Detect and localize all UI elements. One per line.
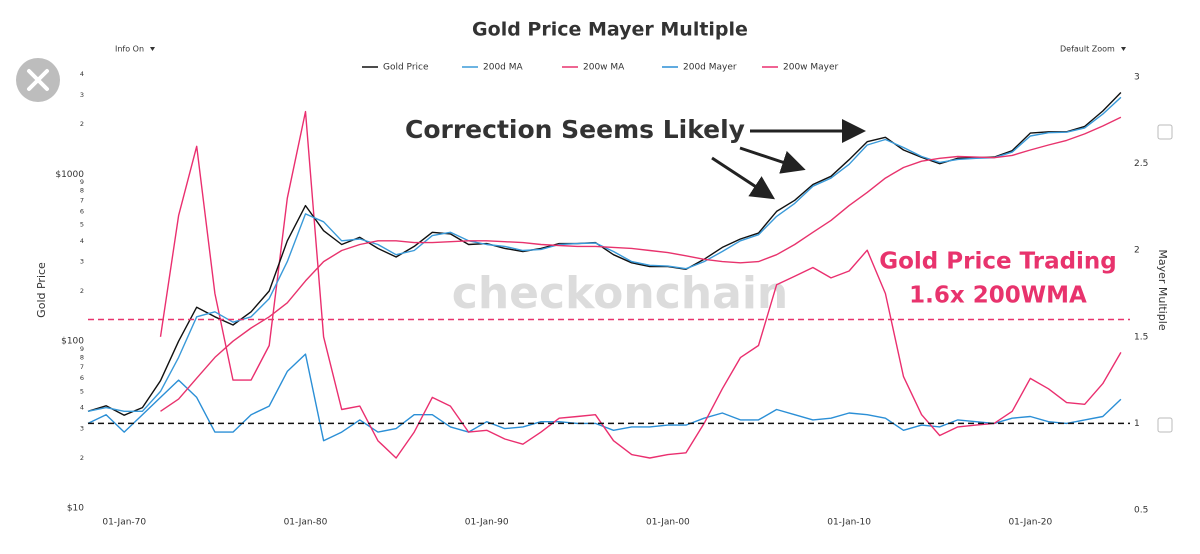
- annotation: Correction Seems Likely: [405, 115, 745, 144]
- dropdown-icon: [150, 47, 155, 51]
- y-tick-label: 3: [80, 424, 84, 432]
- y-tick-label: $10: [67, 504, 84, 514]
- x-tick-label: 01-Jan-90: [465, 518, 509, 528]
- y-tick-label: 2: [80, 287, 84, 295]
- arrow: [711, 156, 776, 200]
- y2-tick-label: 1: [1134, 419, 1140, 429]
- legend-label: 200d Mayer: [683, 63, 737, 73]
- x-tick-label: 01-Jan-80: [284, 518, 328, 528]
- y2-tick-label: 2.5: [1134, 159, 1148, 169]
- y-tick-label: 7: [80, 196, 84, 204]
- arrow: [739, 146, 806, 174]
- y2-axis-title: Mayer Multiple: [1156, 249, 1169, 330]
- x-tick-label: 01-Jan-00: [646, 518, 690, 528]
- legend-label: 200w MA: [583, 63, 625, 73]
- chart-title: Gold Price Mayer Multiple: [472, 19, 748, 41]
- info-toggle[interactable]: Info On: [115, 45, 144, 54]
- legend-label: 200d MA: [483, 63, 524, 73]
- y-tick-label: 6: [80, 374, 84, 382]
- y-tick-label: 9: [80, 178, 84, 186]
- y-tick-label: 4: [80, 237, 84, 245]
- zoom-select[interactable]: Default Zoom: [1060, 45, 1115, 54]
- y-tick-label: 2: [80, 454, 84, 462]
- y-tick-label: 7: [80, 363, 84, 371]
- side-handle: [1157, 124, 1173, 140]
- x-tick-label: 01-Jan-20: [1008, 518, 1052, 528]
- y2-tick-label: 3: [1134, 73, 1140, 83]
- legend-label: Gold Price: [383, 63, 429, 73]
- y-tick-label: 2: [80, 120, 84, 128]
- y-tick-label: 5: [80, 387, 84, 395]
- series-line: [159, 110, 1122, 459]
- watermark: checkonchain: [452, 268, 788, 319]
- y-tick-label: 5: [80, 221, 84, 229]
- series-line: [160, 116, 1122, 412]
- y-tick-label: 4: [80, 404, 84, 412]
- y-tick-label: 9: [80, 345, 84, 353]
- y-tick-label: 4: [80, 70, 84, 78]
- annotation: Gold Price Trading: [879, 249, 1117, 275]
- close-icon: [27, 69, 49, 91]
- side-handle: [1157, 417, 1173, 433]
- y-tick-label: 8: [80, 187, 84, 195]
- x-tick-label: 01-Jan-70: [102, 518, 146, 528]
- y-tick-label: 3: [80, 91, 84, 99]
- y-tick-label: 3: [80, 258, 84, 266]
- legend-label: 200w Mayer: [783, 63, 839, 73]
- y-tick-label: 8: [80, 353, 84, 361]
- annotation: 1.6x 200WMA: [909, 283, 1087, 309]
- dropdown-icon: [1121, 47, 1126, 51]
- x-tick-label: 01-Jan-10: [827, 518, 871, 528]
- y-tick-label: $1000: [55, 170, 84, 180]
- y-tick-label: $100: [61, 337, 84, 347]
- y-tick-label: 6: [80, 207, 84, 215]
- plot-area: $1023456789$10023456789$10002340.511.522…: [55, 63, 1148, 528]
- y2-tick-label: 2: [1134, 246, 1140, 256]
- y2-tick-label: 1.5: [1134, 332, 1148, 342]
- y2-tick-label: 0.5: [1134, 506, 1148, 516]
- y-axis-title: Gold Price: [35, 262, 48, 318]
